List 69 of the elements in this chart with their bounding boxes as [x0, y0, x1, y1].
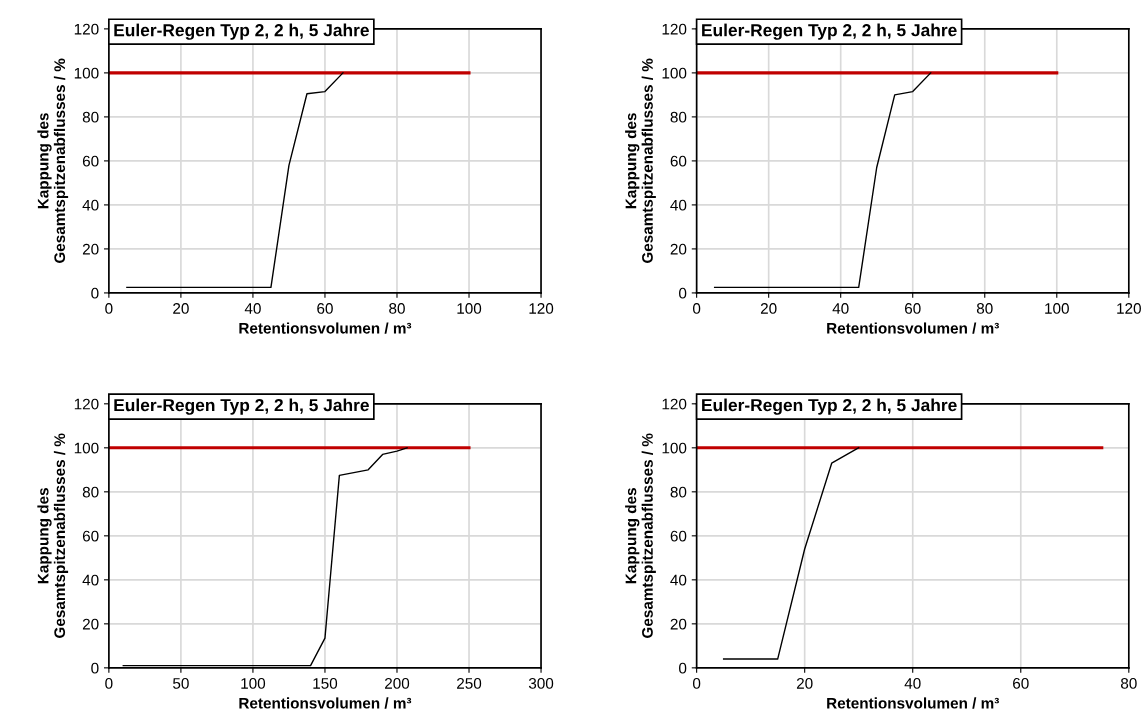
x-tick-label: 60 — [317, 303, 333, 314]
y-tick-label: 40 — [670, 199, 687, 211]
x-tick-label: 0 — [692, 303, 701, 314]
x-tick-label: 120 — [1117, 303, 1141, 314]
x-tick-label: 300 — [528, 677, 554, 689]
y-tick-label: 100 — [662, 67, 687, 79]
y-tick-label: 60 — [670, 530, 687, 542]
x-axis-title: Retentionsvolumen / m³ — [827, 322, 999, 334]
x-tick-label: 250 — [457, 677, 482, 689]
y-tick-label: 40 — [670, 574, 687, 586]
y-tick-label: 0 — [91, 287, 99, 299]
chart-title: Euler-Regen Typ 2, 2 h, 5 Jahre — [114, 23, 369, 40]
x-tick-label: 20 — [796, 677, 813, 689]
x-tick-label: 100 — [241, 677, 266, 689]
line-series — [713, 72, 932, 289]
x-tick-label: 40 — [832, 303, 849, 314]
y-tick-label: 40 — [82, 574, 99, 586]
x-axis-title: Retentionsvolumen / m³ — [827, 697, 999, 709]
y-tick-label: 60 — [82, 530, 99, 542]
chart-title: Euler-Regen Typ 2, 2 h, 5 Jahre — [114, 398, 369, 415]
x-tick-label: 120 — [529, 303, 554, 314]
y-tick-label: 120 — [662, 23, 687, 35]
y-tick-label: 80 — [82, 111, 99, 123]
y-tick-label: 20 — [82, 618, 99, 630]
x-tick-label: 0 — [105, 677, 113, 689]
x-tick-label: 60 — [1013, 677, 1029, 689]
x-tick-label: 40 — [904, 677, 921, 689]
x-tick-label: 40 — [244, 303, 261, 314]
y-tick-label: 20 — [670, 618, 687, 630]
chart-title: Euler-Regen Typ 2, 2 h, 5 Jahre — [702, 398, 957, 415]
y-tick-label: 80 — [670, 111, 687, 123]
y-tick-label: 0 — [679, 662, 687, 674]
x-axis-title: Retentionsvolumen / m³ — [239, 322, 412, 334]
y-tick-label: 60 — [82, 155, 99, 167]
line-series — [126, 72, 344, 289]
y-tick-label: 100 — [662, 442, 687, 454]
y-tick-label: 0 — [91, 662, 99, 674]
y-tick-label: 20 — [82, 243, 99, 255]
y-tick-label: 60 — [670, 155, 687, 167]
y-tick-label: 80 — [82, 486, 99, 498]
y-axis-title: Kappung des Gesamtspitzenabflusses / % — [37, 433, 69, 638]
line-series — [722, 447, 860, 660]
x-tick-label: 60 — [905, 303, 921, 314]
y-tick-label: 120 — [662, 398, 687, 410]
y-tick-label: 120 — [74, 23, 99, 35]
x-tick-label: 20 — [173, 303, 189, 314]
y-tick-label: 100 — [74, 442, 99, 454]
y-tick-label: 120 — [74, 398, 99, 410]
x-tick-label: 80 — [1120, 677, 1137, 689]
y-axis-title: Kappung des Gesamtspitzenabflusses / % — [37, 58, 69, 263]
y-axis-title: Kappung des Gesamtspitzenabflusses / % — [625, 58, 656, 263]
x-tick-label: 50 — [173, 677, 189, 689]
x-tick-label: 100 — [1045, 303, 1069, 314]
y-tick-label: 80 — [670, 486, 687, 498]
x-tick-label: 0 — [692, 677, 701, 689]
y-tick-label: 100 — [74, 67, 99, 79]
y-tick-label: 20 — [670, 243, 687, 255]
x-tick-label: 150 — [313, 677, 338, 689]
x-tick-label: 80 — [976, 303, 993, 314]
y-axis-title: Kappung des Gesamtspitzenabflusses / % — [625, 433, 656, 638]
chart-title: Euler-Regen Typ 2, 2 h, 5 Jahre — [702, 23, 957, 40]
x-tick-label: 20 — [760, 303, 777, 314]
x-axis-title: Retentionsvolumen / m³ — [239, 697, 412, 709]
y-tick-label: 0 — [679, 287, 687, 299]
x-tick-label: 80 — [389, 303, 405, 314]
x-tick-label: 0 — [105, 303, 113, 314]
y-tick-label: 40 — [82, 199, 99, 211]
x-tick-label: 100 — [457, 303, 482, 314]
x-tick-label: 200 — [385, 677, 410, 689]
